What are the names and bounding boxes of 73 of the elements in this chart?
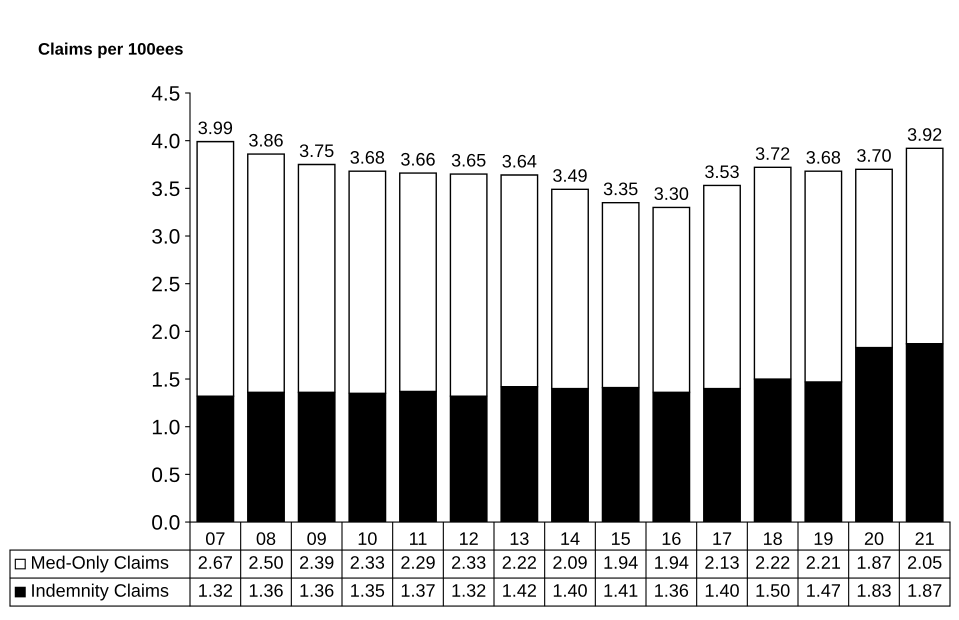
data-label: 1.94 <box>604 556 638 569</box>
data-label: 1.42 <box>503 584 536 597</box>
data-label: 2.39 <box>300 556 334 569</box>
x-tick-label: 08 <box>256 532 276 546</box>
y-tick-label: 2.0 <box>152 324 180 340</box>
data-label: 2.21 <box>806 556 840 569</box>
data-label: 2.22 <box>756 556 790 569</box>
x-tick-label: 18 <box>764 532 782 546</box>
x-tick-label: 09 <box>307 532 326 546</box>
total-label: 3.68 <box>806 151 840 164</box>
data-label: 1.32 <box>452 584 486 597</box>
total-label: 3.53 <box>705 165 739 178</box>
chart-title: Claims per 100ees <box>38 42 183 58</box>
y-tick-label: 0.0 <box>152 515 180 530</box>
data-label: 1.87 <box>908 584 942 597</box>
x-tick-label: 15 <box>612 532 630 546</box>
data-label: 2.33 <box>350 556 384 569</box>
total-label: 3.49 <box>553 169 587 182</box>
data-label: 2.22 <box>502 556 536 569</box>
y-tick-label: 3.5 <box>152 181 180 196</box>
legend-label: Med-Only Claims <box>32 556 168 572</box>
x-tick-label: 07 <box>206 532 224 546</box>
total-label: 3.65 <box>452 154 486 167</box>
data-label: 1.47 <box>807 584 840 597</box>
y-tick-label: 2.5 <box>152 276 180 292</box>
total-label: 3.70 <box>857 149 891 162</box>
total-label: 3.66 <box>401 152 435 166</box>
total-label: 3.30 <box>654 187 688 200</box>
data-label: 1.36 <box>250 584 283 597</box>
x-tick-label: 14 <box>561 532 580 545</box>
data-label: 1.36 <box>300 584 334 597</box>
data-label: 1.35 <box>351 584 384 597</box>
total-label: 3.68 <box>350 151 384 164</box>
x-tick-label: 12 <box>460 532 478 545</box>
data-label: 2.50 <box>249 556 283 569</box>
data-label: 2.13 <box>705 556 739 569</box>
total-label: 3.99 <box>198 121 232 134</box>
data-label: 1.50 <box>756 584 790 597</box>
data-label: 1.36 <box>655 584 688 597</box>
x-tick-label: 11 <box>410 532 426 545</box>
total-label: 3.72 <box>756 147 790 160</box>
total-label: 3.35 <box>604 182 638 196</box>
x-tick-label: 17 <box>713 532 732 545</box>
x-tick-label: 20 <box>864 532 884 546</box>
data-label: 1.41 <box>604 584 638 597</box>
x-tick-label: 21 <box>916 532 934 545</box>
y-tick-label: 0.5 <box>152 467 180 482</box>
data-label: 1.87 <box>858 556 891 569</box>
y-tick-label: 4.5 <box>152 86 180 101</box>
total-label: 3.86 <box>249 134 283 147</box>
y-tick-label: 3.0 <box>152 229 180 244</box>
data-label: 2.33 <box>452 556 486 569</box>
x-tick-label: 10 <box>358 532 377 546</box>
data-label: 1.83 <box>858 584 891 597</box>
data-label: 1.37 <box>402 584 435 597</box>
x-tick-label: 16 <box>662 532 681 546</box>
total-label: 3.64 <box>502 154 536 168</box>
y-tick-label: 1.0 <box>152 420 180 434</box>
data-label: 1.94 <box>655 556 688 569</box>
data-label: 2.05 <box>908 556 942 569</box>
total-label: 3.92 <box>908 128 942 141</box>
total-label: 3.75 <box>300 144 334 158</box>
data-label: 2.67 <box>198 556 232 569</box>
data-label: 1.40 <box>706 584 739 597</box>
y-tick-label: 1.5 <box>152 372 180 387</box>
data-label: 2.09 <box>553 556 587 569</box>
data-label: 2.29 <box>401 556 435 569</box>
x-tick-label: 19 <box>814 532 833 546</box>
y-tick-label: 4.0 <box>152 134 180 148</box>
legend-label: Indemnity Claims <box>32 584 168 600</box>
data-label: 1.40 <box>554 584 587 597</box>
data-label: 1.32 <box>199 584 232 597</box>
x-tick-label: 13 <box>510 532 529 546</box>
